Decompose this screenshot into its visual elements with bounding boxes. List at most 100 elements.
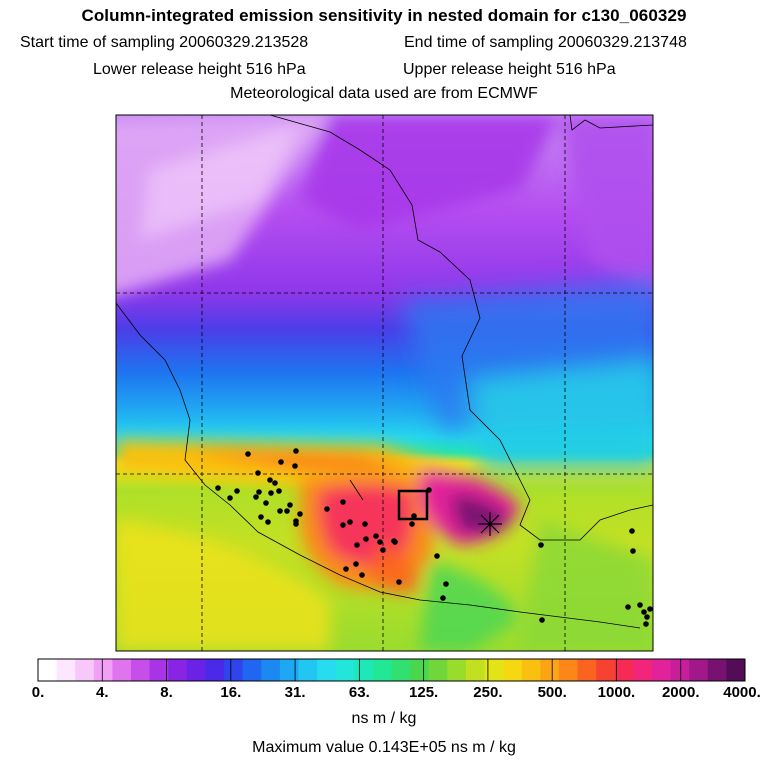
colorbar-tick-label: 31. [284,684,306,701]
station-dot [538,542,544,548]
colorbar-swatch [317,659,337,681]
colorbar-swatch [465,659,486,681]
colorbar-swatch [186,659,206,681]
station-dot [277,508,283,514]
station-dot [284,508,290,514]
station-dot [276,488,282,494]
colorbar-tick-label: 63. [348,684,370,701]
colorbar-swatch [279,659,299,681]
station-dot [396,579,402,585]
colorbar-swatch [112,659,132,681]
station-dot [278,459,284,465]
station-dot [245,451,251,457]
station-dot [411,513,417,519]
colorbar-swatch [651,659,672,681]
lower-height-label: Lower release height 516 hPa [93,61,306,78]
station-dot [324,506,330,512]
station-dot [293,521,299,527]
colorbar-tick-label: 250. [473,684,503,701]
colorbar-tick-label: 500. [537,684,567,701]
colorbar [37,658,746,682]
station-dot [380,547,386,553]
colorbar-swatch [149,659,169,681]
colorbar-swatch [372,659,392,681]
colorbar-swatch [131,659,151,681]
station-dot [267,477,273,483]
met-data-label: Meteorological data used are from ECMWF [230,85,538,102]
lat-lon-grid [116,115,653,651]
colorbar-tick-label: 4000. [723,684,761,701]
colorbar-unit: ns m / kg [351,710,417,727]
end-time-label: End time of sampling 20060329.213748 [404,34,687,51]
station-dot [426,487,432,493]
station-dot [392,539,398,545]
colorbar-swatch [168,659,188,681]
station-dot [629,528,635,534]
station-dot [644,614,650,620]
colorbar-swatch [707,659,727,681]
station-dot [409,521,415,527]
colorbar-swatch [75,659,95,681]
station-dot [297,511,303,517]
colorbar-swatch [391,659,411,681]
release-box [397,489,429,521]
colorbar-frame [37,658,746,682]
station-dot [443,581,449,587]
station-dot [353,561,359,567]
max-location-marker [478,512,502,536]
colorbar-swatch [503,659,523,681]
chart-title: Column-integrated emission sensitivity i… [81,6,687,25]
colorbar-tick-label: 16. [220,684,242,701]
colorbar-swatch [56,659,76,681]
station-dot [227,495,233,501]
station-dot [354,542,360,548]
station-dot [340,522,346,528]
station-dot [643,621,649,627]
station-dot [272,480,278,486]
max-value-label: Maximum value 0.143E+05 ns m / kg [252,739,516,756]
colorbar-tick-label: 4. [96,684,109,701]
station-dot [268,490,274,496]
station-dot [647,606,653,612]
station-dot [253,494,259,500]
colorbar-swatch [596,659,616,681]
station-dot [539,617,545,623]
colorbar-swatch [447,659,467,681]
colorbar-swatch [577,659,597,681]
colorbar-swatch [261,659,281,681]
station-dot [377,539,383,545]
colorbar-swatch [558,659,579,681]
colorbar-swatch [354,659,374,681]
station-dot [293,448,299,454]
station-dot [363,536,369,542]
colorbar-swatch [521,659,541,681]
colorbar-swatch [335,659,355,681]
colorbar-swatch [428,659,448,681]
plot-frame [115,114,654,652]
station-dot [263,500,269,506]
colorbar-tick-label: 125. [409,684,439,701]
station-dot [359,572,365,578]
station-dot [440,595,446,601]
colorbar-swatch [670,659,690,681]
colorbar-swatch [205,659,225,681]
station-dot [234,488,240,494]
station-dot [362,521,368,527]
station-dot [347,519,353,525]
station-dot [255,470,261,476]
colorbar-swatch [633,659,653,681]
station-dot [287,502,293,508]
colorbar-swatch [242,659,262,681]
station-dot [256,489,262,495]
colorbar-tick-label: 0. [31,684,45,701]
colorbar-swatch [298,659,318,681]
colorbar-swatch [38,659,58,681]
station-dot [630,548,636,554]
upper-height-label: Upper release height 516 hPa [403,61,616,78]
colorbar-swatch [726,659,746,681]
station-dot [637,602,643,608]
colorbar-swatch [614,659,634,681]
station-dot [373,533,379,539]
station-dot [340,499,346,505]
